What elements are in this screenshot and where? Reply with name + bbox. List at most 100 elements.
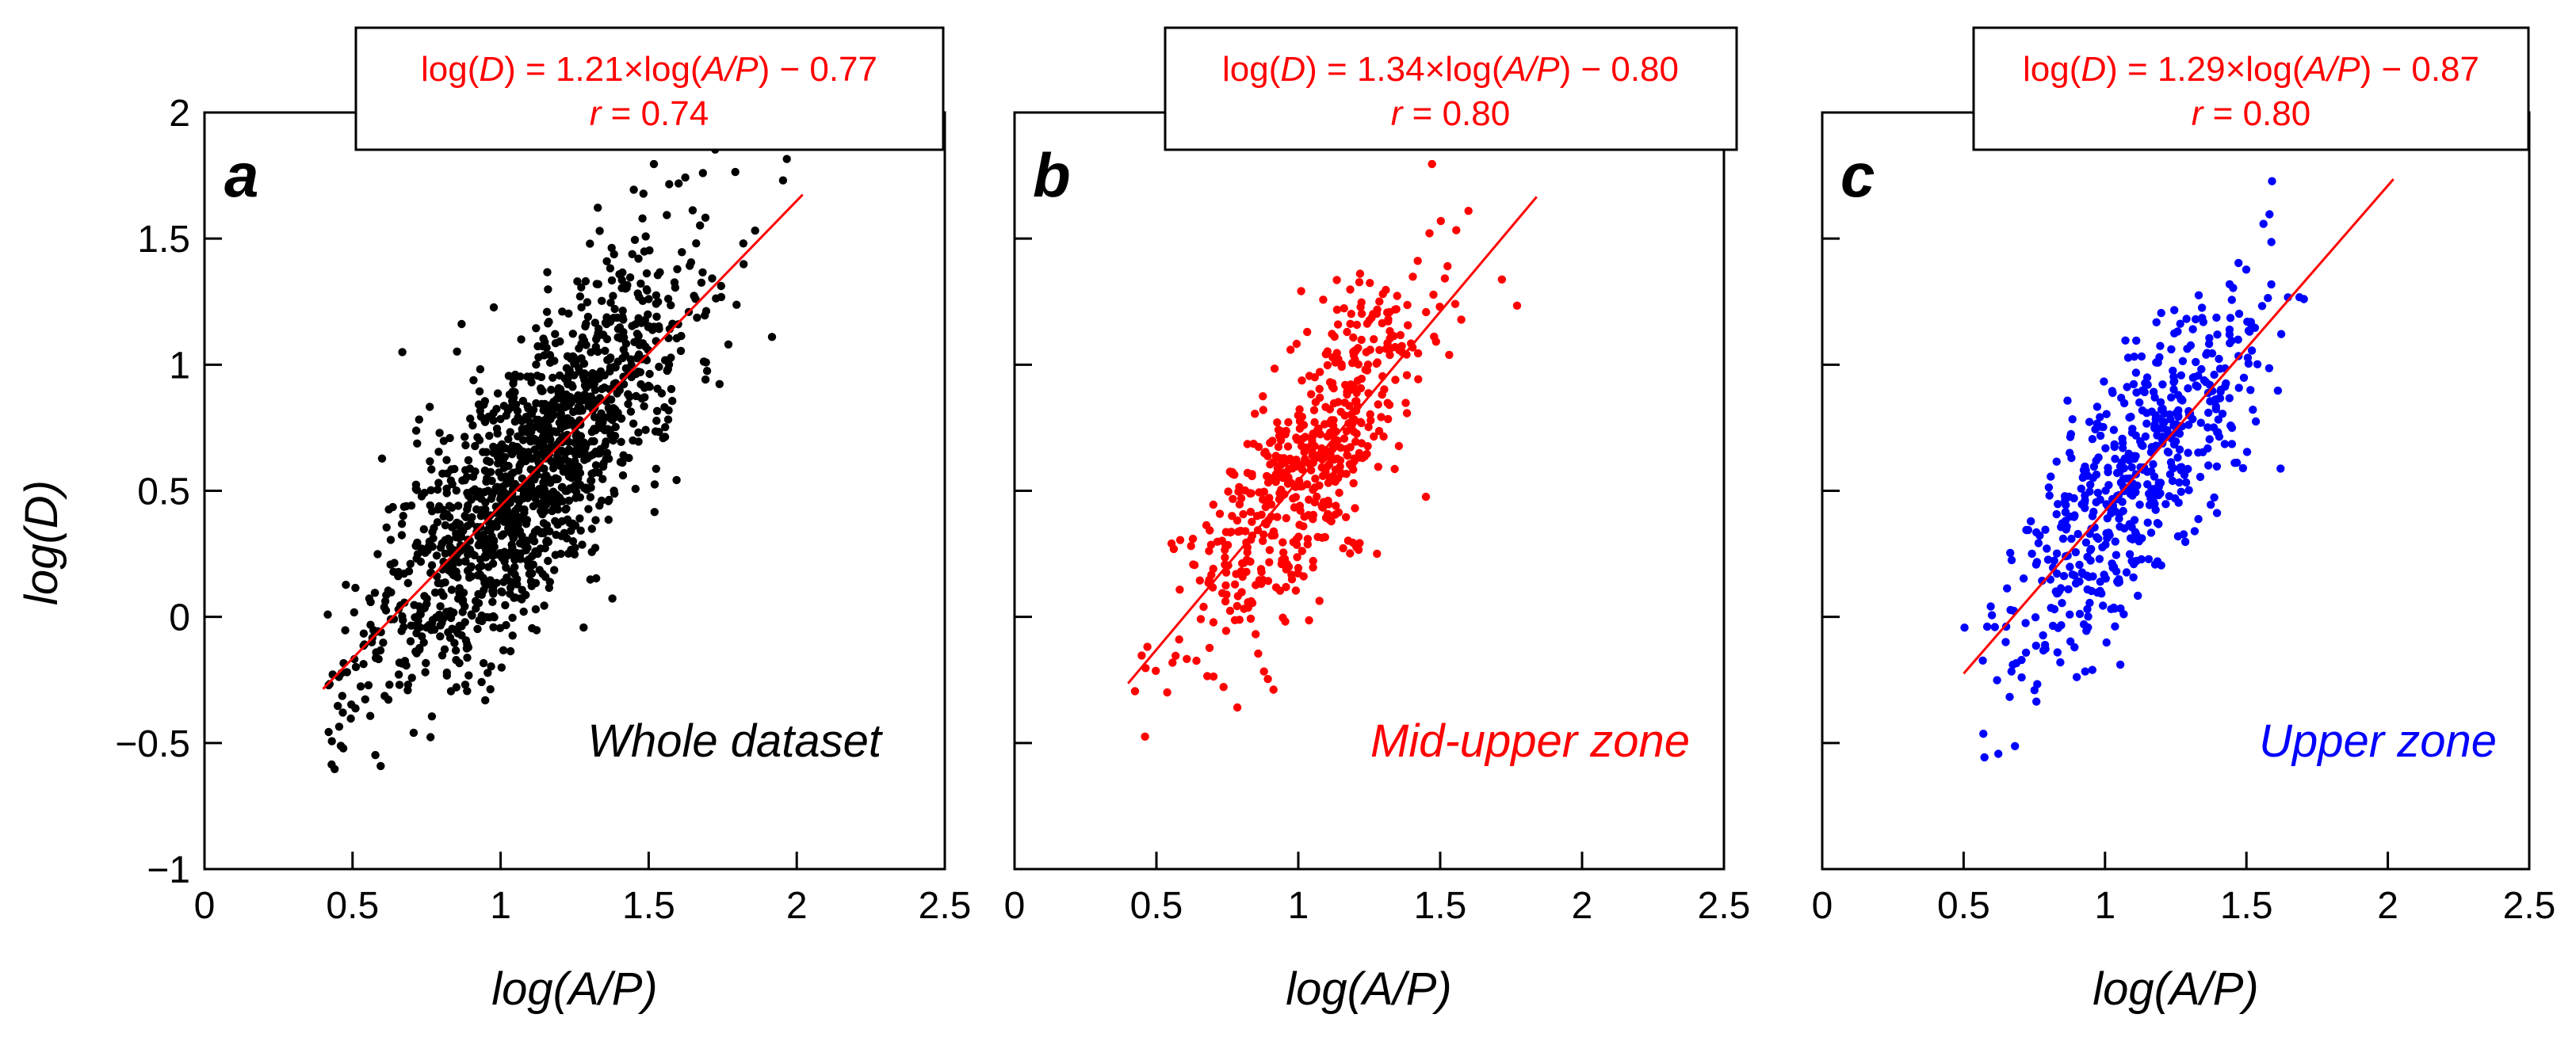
data-point <box>1443 261 1452 271</box>
data-point <box>2095 555 2104 563</box>
data-point <box>492 578 501 587</box>
data-point <box>653 384 662 393</box>
data-point <box>461 433 469 441</box>
data-point <box>1236 566 1246 576</box>
data-point <box>678 248 686 257</box>
data-point <box>1209 672 1218 681</box>
data-point <box>488 597 497 606</box>
data-point <box>1346 319 1355 328</box>
data-point <box>2108 559 2116 568</box>
data-point <box>1279 548 1288 557</box>
data-point <box>1316 393 1324 402</box>
data-point <box>560 402 569 412</box>
data-point <box>593 333 602 341</box>
data-point <box>510 516 519 524</box>
data-point <box>597 496 606 505</box>
data-point <box>470 551 479 560</box>
data-point <box>2177 371 2185 379</box>
data-point <box>489 623 498 631</box>
data-point <box>2214 428 2222 437</box>
data-point <box>1385 350 1394 360</box>
data-point <box>1188 534 1198 543</box>
data-point <box>1354 344 1363 353</box>
data-point <box>1267 531 1276 540</box>
data-point <box>1137 651 1146 660</box>
data-point <box>1356 303 1365 311</box>
data-point <box>2123 353 2133 362</box>
data-point <box>1346 549 1355 558</box>
data-point <box>468 421 477 430</box>
data-point <box>1344 419 1353 428</box>
data-point <box>2199 448 2207 456</box>
data-point <box>497 532 506 540</box>
data-point <box>1263 478 1273 487</box>
data-point <box>597 423 606 433</box>
data-point <box>403 681 412 689</box>
data-point <box>2005 692 2014 701</box>
data-point <box>2128 491 2137 500</box>
data-point <box>2127 428 2137 437</box>
data-point <box>1265 546 1275 555</box>
data-point <box>1342 444 1351 453</box>
data-point <box>1337 360 1346 369</box>
data-point <box>338 708 347 717</box>
data-point <box>527 378 536 387</box>
data-point <box>415 643 424 653</box>
data-point <box>590 413 599 421</box>
data-point <box>610 250 618 259</box>
data-point <box>1305 616 1313 625</box>
data-point <box>2119 398 2129 408</box>
data-point <box>577 303 586 312</box>
data-point <box>427 465 436 474</box>
data-point <box>382 591 391 600</box>
data-point <box>2112 567 2121 576</box>
data-point <box>2082 627 2091 635</box>
data-point <box>2043 544 2051 553</box>
data-point <box>563 515 572 524</box>
data-point <box>564 445 573 454</box>
data-point <box>740 260 748 269</box>
data-point <box>1355 539 1364 547</box>
data-point <box>2177 487 2185 496</box>
data-point <box>2118 498 2127 506</box>
data-point <box>1248 471 1256 481</box>
data-point <box>697 278 706 287</box>
data-point <box>1310 373 1320 382</box>
data-point <box>504 435 513 444</box>
data-point <box>499 506 507 515</box>
data-point <box>1317 533 1327 542</box>
data-point <box>2152 318 2161 326</box>
data-point <box>464 456 473 465</box>
data-point <box>637 394 646 403</box>
data-point <box>1209 564 1217 574</box>
data-point <box>517 335 526 344</box>
x-tick-label: 2.5 <box>1698 885 1751 927</box>
equation-b: log(D) = 1.34×log(A/P) − 0.80 <box>1222 50 1679 89</box>
data-point <box>2142 373 2152 382</box>
data-point <box>1263 674 1272 684</box>
data-point <box>434 578 442 588</box>
data-point <box>1303 327 1312 337</box>
data-point <box>2039 631 2047 640</box>
x-tick-label: 0 <box>1004 885 1026 927</box>
data-point <box>1246 489 1255 498</box>
data-point <box>1224 487 1233 496</box>
data-point <box>2173 453 2182 462</box>
data-point <box>477 562 486 570</box>
data-point <box>1294 563 1303 573</box>
data-point <box>563 430 571 440</box>
data-point <box>2034 539 2043 547</box>
data-point <box>1277 486 1286 494</box>
data-point <box>468 611 476 620</box>
data-point <box>2061 494 2070 504</box>
data-point <box>1457 315 1466 324</box>
data-point <box>434 448 443 456</box>
data-point <box>501 472 510 481</box>
data-point <box>538 491 547 500</box>
data-point <box>1980 753 1989 762</box>
data-point <box>529 537 539 546</box>
data-point <box>1291 586 1301 595</box>
data-point <box>603 425 612 433</box>
data-point <box>506 589 514 598</box>
data-point <box>438 469 447 478</box>
